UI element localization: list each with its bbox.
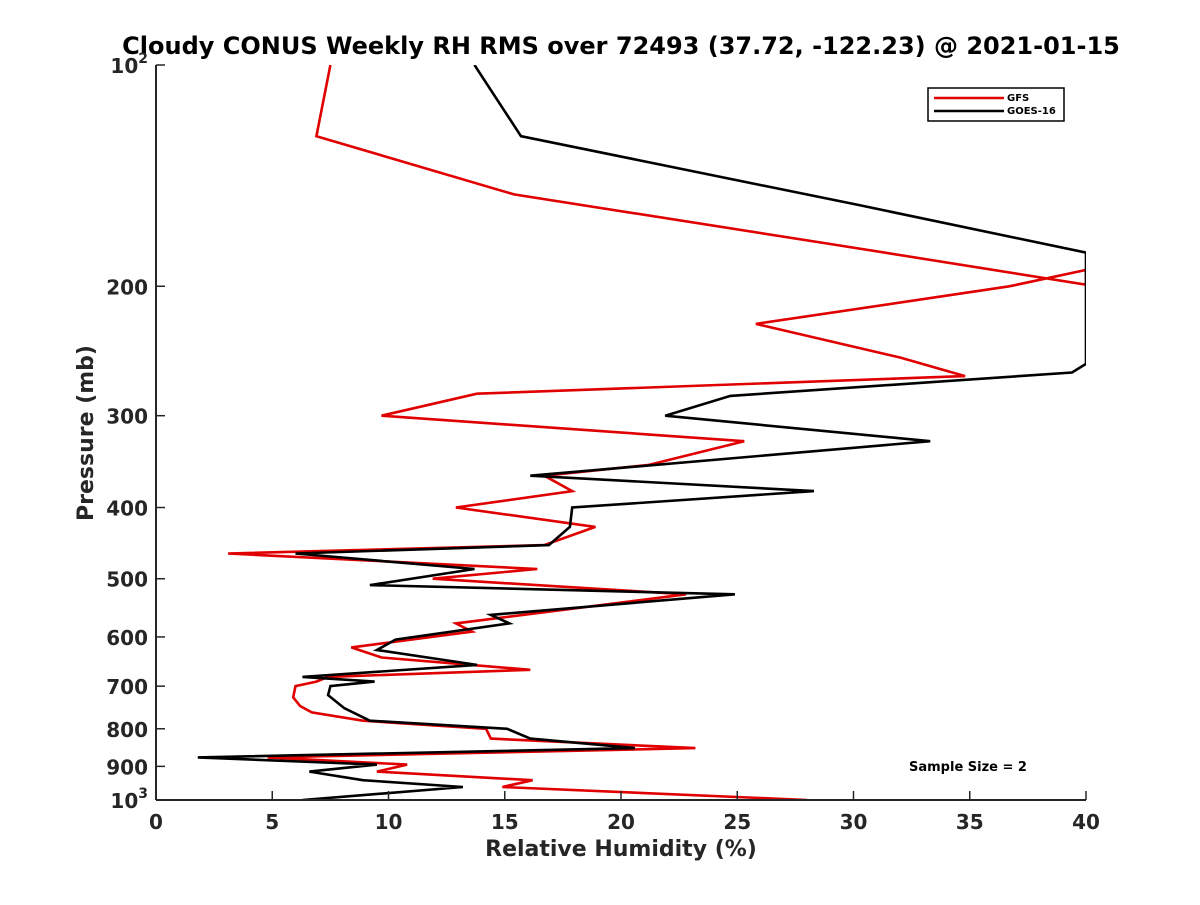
x-tick-label: 25 <box>723 810 751 834</box>
x-tick-label: 0 <box>149 810 163 834</box>
x-tick-label: 40 <box>1072 810 1100 834</box>
y-tick-label: 300 <box>106 405 148 429</box>
series-line-goes16 <box>197 65 1086 800</box>
legend-box <box>927 87 1065 122</box>
y-ticks: 102 200 300 400 500 600 700 800 900 103 <box>106 51 165 813</box>
y-axis-label: Pressure (mb) <box>74 345 99 521</box>
y-tick-label: 102 <box>110 51 148 78</box>
x-tick-label: 30 <box>840 810 868 834</box>
legend: GFS GOES-16 <box>927 87 1065 122</box>
y-tick-label: 400 <box>106 497 148 521</box>
y-tick-label: 600 <box>106 626 148 650</box>
y-tick-label: 500 <box>106 568 148 592</box>
y-tick-label: 200 <box>106 275 148 299</box>
plot-area: 0 5 10 15 20 25 30 35 40 102 200 300 400 500 600 700 80… <box>106 51 1100 834</box>
series-layer <box>197 65 1086 800</box>
series-line-gfs <box>228 65 1086 800</box>
y-tick-label: 900 <box>106 755 148 779</box>
x-axis-label: Relative Humidity (%) <box>485 837 757 862</box>
legend-label-gfs: GFS <box>1007 93 1029 104</box>
x-tick-label: 10 <box>375 810 403 834</box>
x-tick-label: 5 <box>265 810 279 834</box>
y-tick-label: 800 <box>106 718 148 742</box>
x-tick-label: 35 <box>956 810 984 834</box>
x-ticks: 0 5 10 15 20 25 30 35 40 <box>149 791 1100 834</box>
x-tick-label: 15 <box>491 810 519 834</box>
chart-title: Cloudy CONUS Weekly RH RMS over 72493 (3… <box>122 32 1120 60</box>
y-tick-label: 700 <box>106 675 148 699</box>
legend-label-goes16: GOES-16 <box>1007 106 1056 117</box>
x-tick-label: 20 <box>607 810 635 834</box>
sample-size-annotation: Sample Size = 2 <box>909 760 1027 775</box>
y-tick-label: 103 <box>110 786 148 813</box>
